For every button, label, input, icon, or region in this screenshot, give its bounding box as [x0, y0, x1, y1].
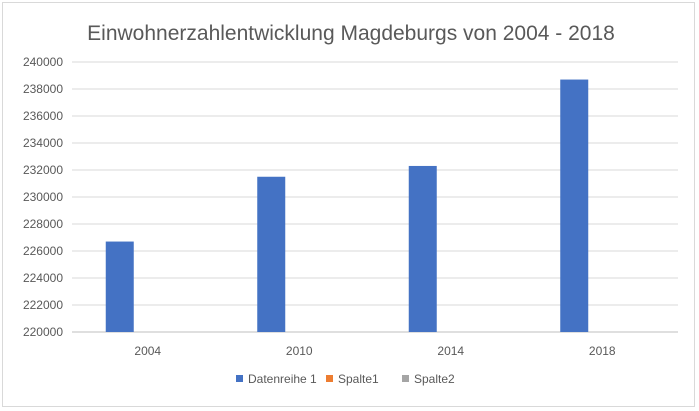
legend: Datenreihe 1 Spalte1 Spalte2	[236, 372, 455, 386]
y-tick-label: 236000	[23, 109, 63, 123]
y-tick-label: 226000	[23, 244, 63, 258]
x-tick-label: 2018	[589, 344, 616, 358]
legend-swatch	[402, 375, 409, 382]
bar-2014	[408, 165, 437, 332]
bar-2004	[105, 241, 134, 332]
bar-2010	[257, 176, 286, 332]
legend-swatch	[236, 375, 243, 382]
y-tick-label: 220000	[23, 325, 63, 339]
legend-swatch	[326, 375, 333, 382]
y-tick-label: 222000	[23, 298, 63, 312]
legend-label: Datenreihe 1	[248, 372, 317, 386]
bars	[105, 79, 589, 332]
y-axis-ticks: 220000 222000 224000 226000 228000 230000 2320…	[23, 55, 63, 339]
x-tick-label: 2010	[286, 344, 313, 358]
y-tick-label: 240000	[23, 55, 63, 69]
y-tick-label: 228000	[23, 217, 63, 231]
chart-frame: Einwohnerzahlentwicklung Magdeburgs von …	[2, 2, 695, 407]
y-tick-label: 230000	[23, 190, 63, 204]
x-tick-label: 2004	[134, 344, 161, 358]
y-tick-label: 234000	[23, 136, 63, 150]
legend-label: Spalte2	[414, 372, 455, 386]
y-tick-label: 238000	[23, 82, 63, 96]
x-axis-ticks: 2004 2010 2014 2018	[134, 344, 616, 358]
chart-title: Einwohnerzahlentwicklung Magdeburgs von …	[87, 22, 615, 45]
y-tick-label: 232000	[23, 163, 63, 177]
x-tick-label: 2014	[437, 344, 464, 358]
bar-2018	[560, 79, 589, 332]
chart: Einwohnerzahlentwicklung Magdeburgs von …	[23, 22, 678, 386]
y-tick-label: 224000	[23, 271, 63, 285]
legend-label: Spalte1	[338, 372, 379, 386]
